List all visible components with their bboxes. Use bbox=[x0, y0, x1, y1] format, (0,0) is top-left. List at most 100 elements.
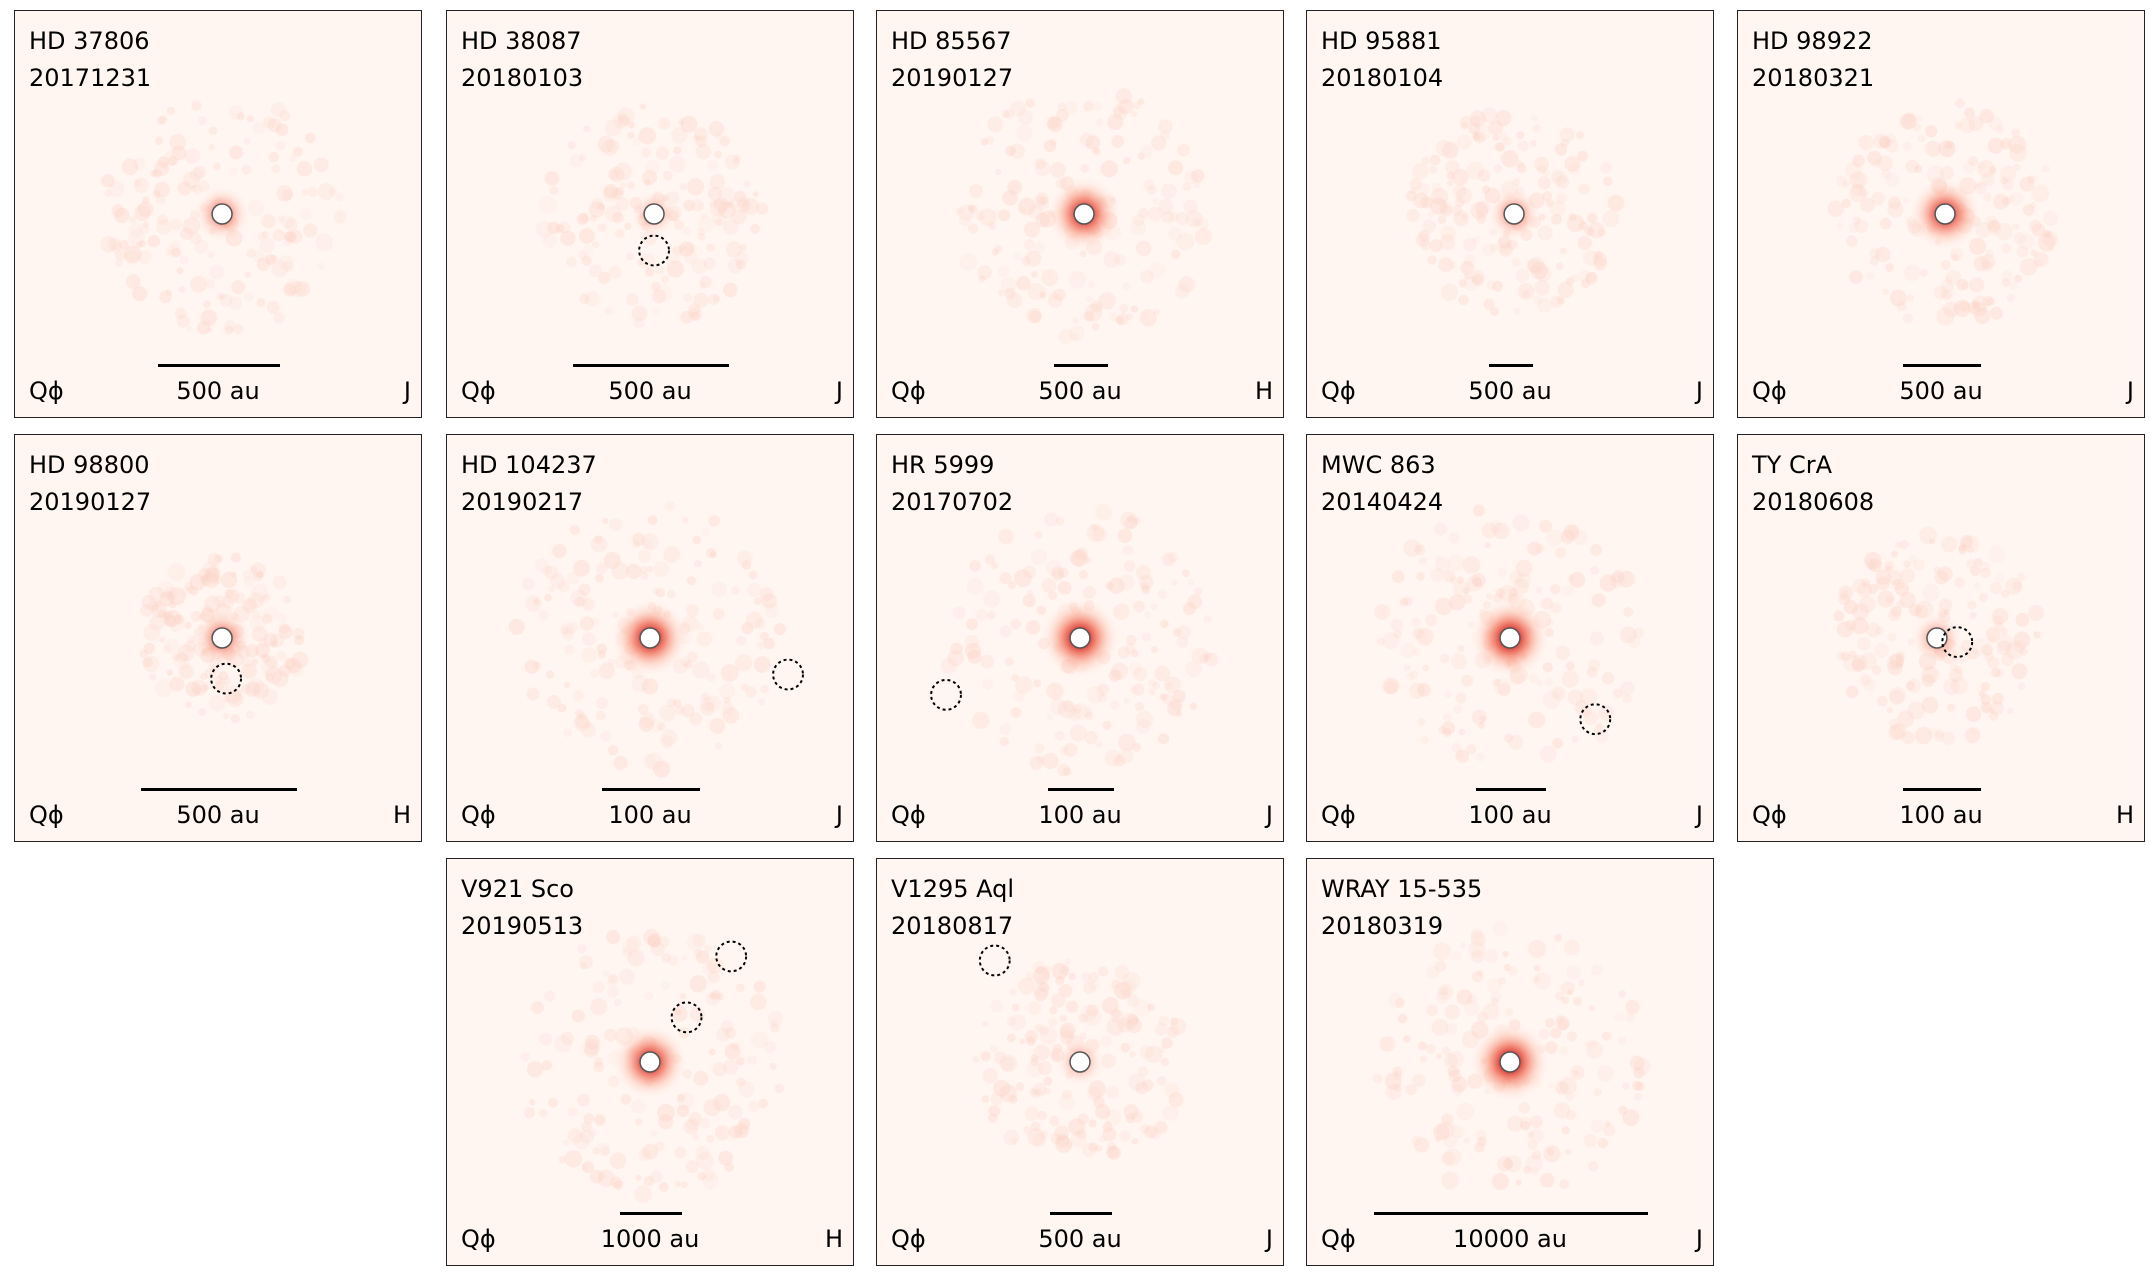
band-label: H bbox=[1254, 377, 1273, 405]
image-panel: WRAY 15-535 20180319 Qϕ 10000 au J bbox=[1306, 858, 1714, 1266]
coronagraph-mask bbox=[639, 627, 661, 649]
polarimetric-image bbox=[930, 503, 1219, 777]
band-label: J bbox=[403, 377, 411, 405]
coronagraph-mask bbox=[1499, 627, 1521, 649]
band-label: J bbox=[1695, 1225, 1703, 1253]
scale-bar bbox=[1054, 364, 1108, 367]
scale-bar-label: 10000 au bbox=[1453, 1225, 1567, 1253]
image-panel: HR 5999 20170702 Qϕ 100 au J bbox=[876, 434, 1284, 842]
polarimetric-image bbox=[139, 552, 309, 724]
background-halo bbox=[1833, 526, 2044, 746]
observation-date: 20180608 bbox=[1752, 488, 1875, 516]
polarimetric-image bbox=[100, 100, 347, 335]
target-name: HD 95881 bbox=[1321, 27, 1442, 55]
companion-candidate-circle bbox=[772, 658, 804, 691]
scale-bar-label: 500 au bbox=[608, 377, 692, 405]
scale-bar bbox=[1050, 1212, 1112, 1215]
scale-bar bbox=[620, 1212, 682, 1215]
image-panel: HD 104237 20190217 Qϕ 100 au J bbox=[446, 434, 854, 842]
scale-bar bbox=[1048, 788, 1114, 791]
quantity-label: Qϕ bbox=[891, 377, 926, 405]
target-name: WRAY 15-535 bbox=[1321, 875, 1483, 903]
quantity-label: Qϕ bbox=[29, 377, 64, 405]
scale-bar-label: 500 au bbox=[1899, 377, 1983, 405]
coronagraph-mask bbox=[1499, 1051, 1521, 1073]
polarimetric-image bbox=[971, 944, 1187, 1160]
target-name: HD 98800 bbox=[29, 451, 150, 479]
target-name: HD 104237 bbox=[461, 451, 597, 479]
image-panel: HD 85567 20190127 Qϕ 500 au H bbox=[876, 10, 1284, 418]
band-label: J bbox=[835, 377, 843, 405]
observation-date: 20190127 bbox=[29, 488, 152, 516]
polarimetric-image bbox=[956, 88, 1212, 344]
background-halo bbox=[1405, 107, 1625, 317]
target-name: V1295 Aql bbox=[891, 875, 1015, 903]
image-panel: HD 37806 20171231 Qϕ 500 au J bbox=[14, 10, 422, 418]
image-panel: HD 98922 20180321 Qϕ 500 au J bbox=[1737, 10, 2145, 418]
scale-bar-label: 500 au bbox=[1038, 377, 1122, 405]
target-name: HD 98922 bbox=[1752, 27, 1873, 55]
coronagraph-mask bbox=[639, 1051, 661, 1073]
background-halo bbox=[1827, 98, 2059, 326]
image-panel: HD 95881 20180104 Qϕ 500 au J bbox=[1306, 10, 1714, 418]
coronagraph-mask bbox=[211, 627, 233, 649]
image-panel: V921 Sco 20190513 Qϕ 1000 au H bbox=[446, 858, 854, 1266]
companion-candidate-circle bbox=[1941, 626, 1974, 658]
band-label: J bbox=[1265, 1225, 1273, 1253]
scale-bar bbox=[1374, 1212, 1648, 1215]
observation-date: 20180319 bbox=[1321, 912, 1444, 940]
coronagraph-mask bbox=[1073, 203, 1095, 225]
scale-bar-label: 500 au bbox=[1038, 1225, 1122, 1253]
scale-bar bbox=[1903, 364, 1981, 367]
target-name: MWC 863 bbox=[1321, 451, 1436, 479]
target-name: TY CrA bbox=[1752, 451, 1832, 479]
scale-bar-label: 100 au bbox=[1038, 801, 1122, 829]
observation-date: 20190217 bbox=[461, 488, 584, 516]
companion-candidate-circle bbox=[715, 940, 748, 973]
coronagraph-mask bbox=[1934, 203, 1956, 225]
observation-date: 20180103 bbox=[461, 64, 584, 92]
background-halo bbox=[1372, 920, 1651, 1191]
observation-date: 20180104 bbox=[1321, 64, 1444, 92]
quantity-label: Qϕ bbox=[29, 801, 64, 829]
observation-date: 20170702 bbox=[891, 488, 1014, 516]
target-name: HD 38087 bbox=[461, 27, 582, 55]
scale-bar bbox=[1476, 788, 1546, 791]
scale-bar bbox=[1488, 364, 1534, 367]
coronagraph-mask bbox=[1069, 627, 1091, 649]
band-label: J bbox=[1695, 801, 1703, 829]
observation-date: 20140424 bbox=[1321, 488, 1444, 516]
scale-bar-label: 1000 au bbox=[600, 1225, 700, 1253]
target-name: HD 85567 bbox=[891, 27, 1012, 55]
band-label: J bbox=[2126, 377, 2134, 405]
coronagraph-mask bbox=[211, 203, 233, 225]
polarimetric-image bbox=[1833, 526, 2044, 746]
background-halo bbox=[100, 100, 347, 335]
polarimetric-image bbox=[520, 928, 784, 1203]
band-label: H bbox=[824, 1225, 843, 1253]
band-label: J bbox=[835, 801, 843, 829]
polarimetric-image bbox=[1827, 98, 2059, 326]
band-label: J bbox=[1695, 377, 1703, 405]
scale-bar bbox=[141, 788, 297, 791]
observation-date: 20180321 bbox=[1752, 64, 1875, 92]
quantity-label: Qϕ bbox=[461, 801, 496, 829]
observation-date: 20171231 bbox=[29, 64, 152, 92]
target-name: V921 Sco bbox=[461, 875, 574, 903]
image-panel: TY CrA 20180608 Qϕ 100 au H bbox=[1737, 434, 2145, 842]
scale-bar-label: 500 au bbox=[176, 377, 260, 405]
companion-candidate-circle bbox=[638, 234, 670, 267]
companion-candidate-circle bbox=[930, 678, 962, 711]
scale-bar bbox=[157, 364, 281, 367]
scale-bar-label: 500 au bbox=[1468, 377, 1552, 405]
scale-bar-label: 100 au bbox=[608, 801, 692, 829]
quantity-label: Qϕ bbox=[1321, 377, 1356, 405]
coronagraph-mask bbox=[643, 203, 665, 225]
target-name: HD 37806 bbox=[29, 27, 150, 55]
scale-bar bbox=[1903, 788, 1981, 791]
quantity-label: Qϕ bbox=[1752, 377, 1787, 405]
quantity-label: Qϕ bbox=[891, 1225, 926, 1253]
background-halo bbox=[971, 958, 1187, 1160]
scale-bar-label: 500 au bbox=[176, 801, 260, 829]
